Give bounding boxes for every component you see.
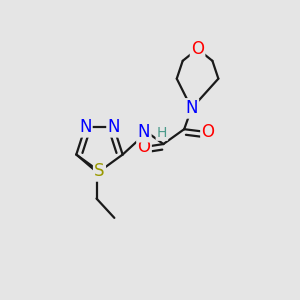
Text: N: N xyxy=(107,118,120,136)
Text: S: S xyxy=(94,162,105,180)
Text: O: O xyxy=(138,138,151,156)
Text: O: O xyxy=(202,123,214,141)
Text: N: N xyxy=(185,99,198,117)
Text: O: O xyxy=(191,40,204,58)
Text: H: H xyxy=(157,126,167,140)
Text: N: N xyxy=(79,118,92,136)
Text: N: N xyxy=(138,123,150,141)
